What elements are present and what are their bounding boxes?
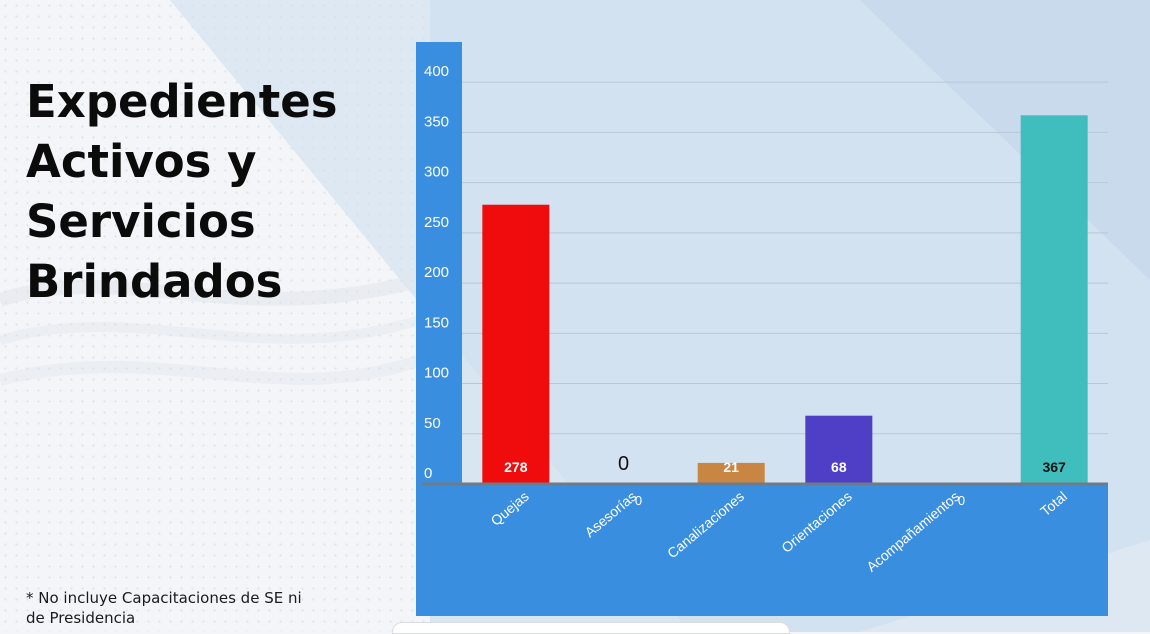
bar: [697, 462, 765, 484]
dot-pattern: [0, 0, 430, 632]
y-tick-label: 250: [424, 214, 449, 231]
zero-value-marker: 0: [958, 493, 965, 508]
footnote: * No incluye Capacitaciones de SE ni de …: [26, 588, 406, 628]
y-axis-panel: [416, 42, 462, 616]
data-label: 367: [1042, 459, 1066, 475]
y-tick-label: 50: [424, 415, 441, 432]
bar: [805, 415, 873, 484]
title-line: Brindados: [26, 255, 283, 308]
data-label: 21: [723, 459, 739, 475]
bar: [482, 204, 550, 484]
y-tick-label: 0: [424, 465, 432, 482]
bottom-toolbar[interactable]: [392, 622, 790, 634]
data-label: 278: [504, 459, 528, 475]
title-line: Servicios: [26, 195, 256, 248]
footnote-line: de Presidencia: [26, 609, 136, 627]
x-axis-panel: [462, 484, 1108, 616]
bar: [1020, 115, 1088, 484]
page-title: Expedientes Activos y Servicios Brindado…: [26, 72, 406, 312]
zero-value-marker: 0: [635, 493, 642, 508]
y-tick-label: 200: [424, 264, 449, 281]
y-tick-label: 400: [424, 63, 449, 80]
data-label: 68: [831, 459, 847, 475]
y-tick-label: 150: [424, 314, 449, 331]
title-line: Expedientes: [26, 75, 338, 128]
y-tick-label: 300: [424, 164, 449, 181]
y-tick-label: 100: [424, 365, 449, 382]
title-line: Activos y: [26, 135, 257, 188]
footnote-line: * No incluye Capacitaciones de SE ni: [26, 589, 302, 607]
data-label: 0: [618, 453, 629, 475]
y-tick-label: 350: [424, 113, 449, 130]
